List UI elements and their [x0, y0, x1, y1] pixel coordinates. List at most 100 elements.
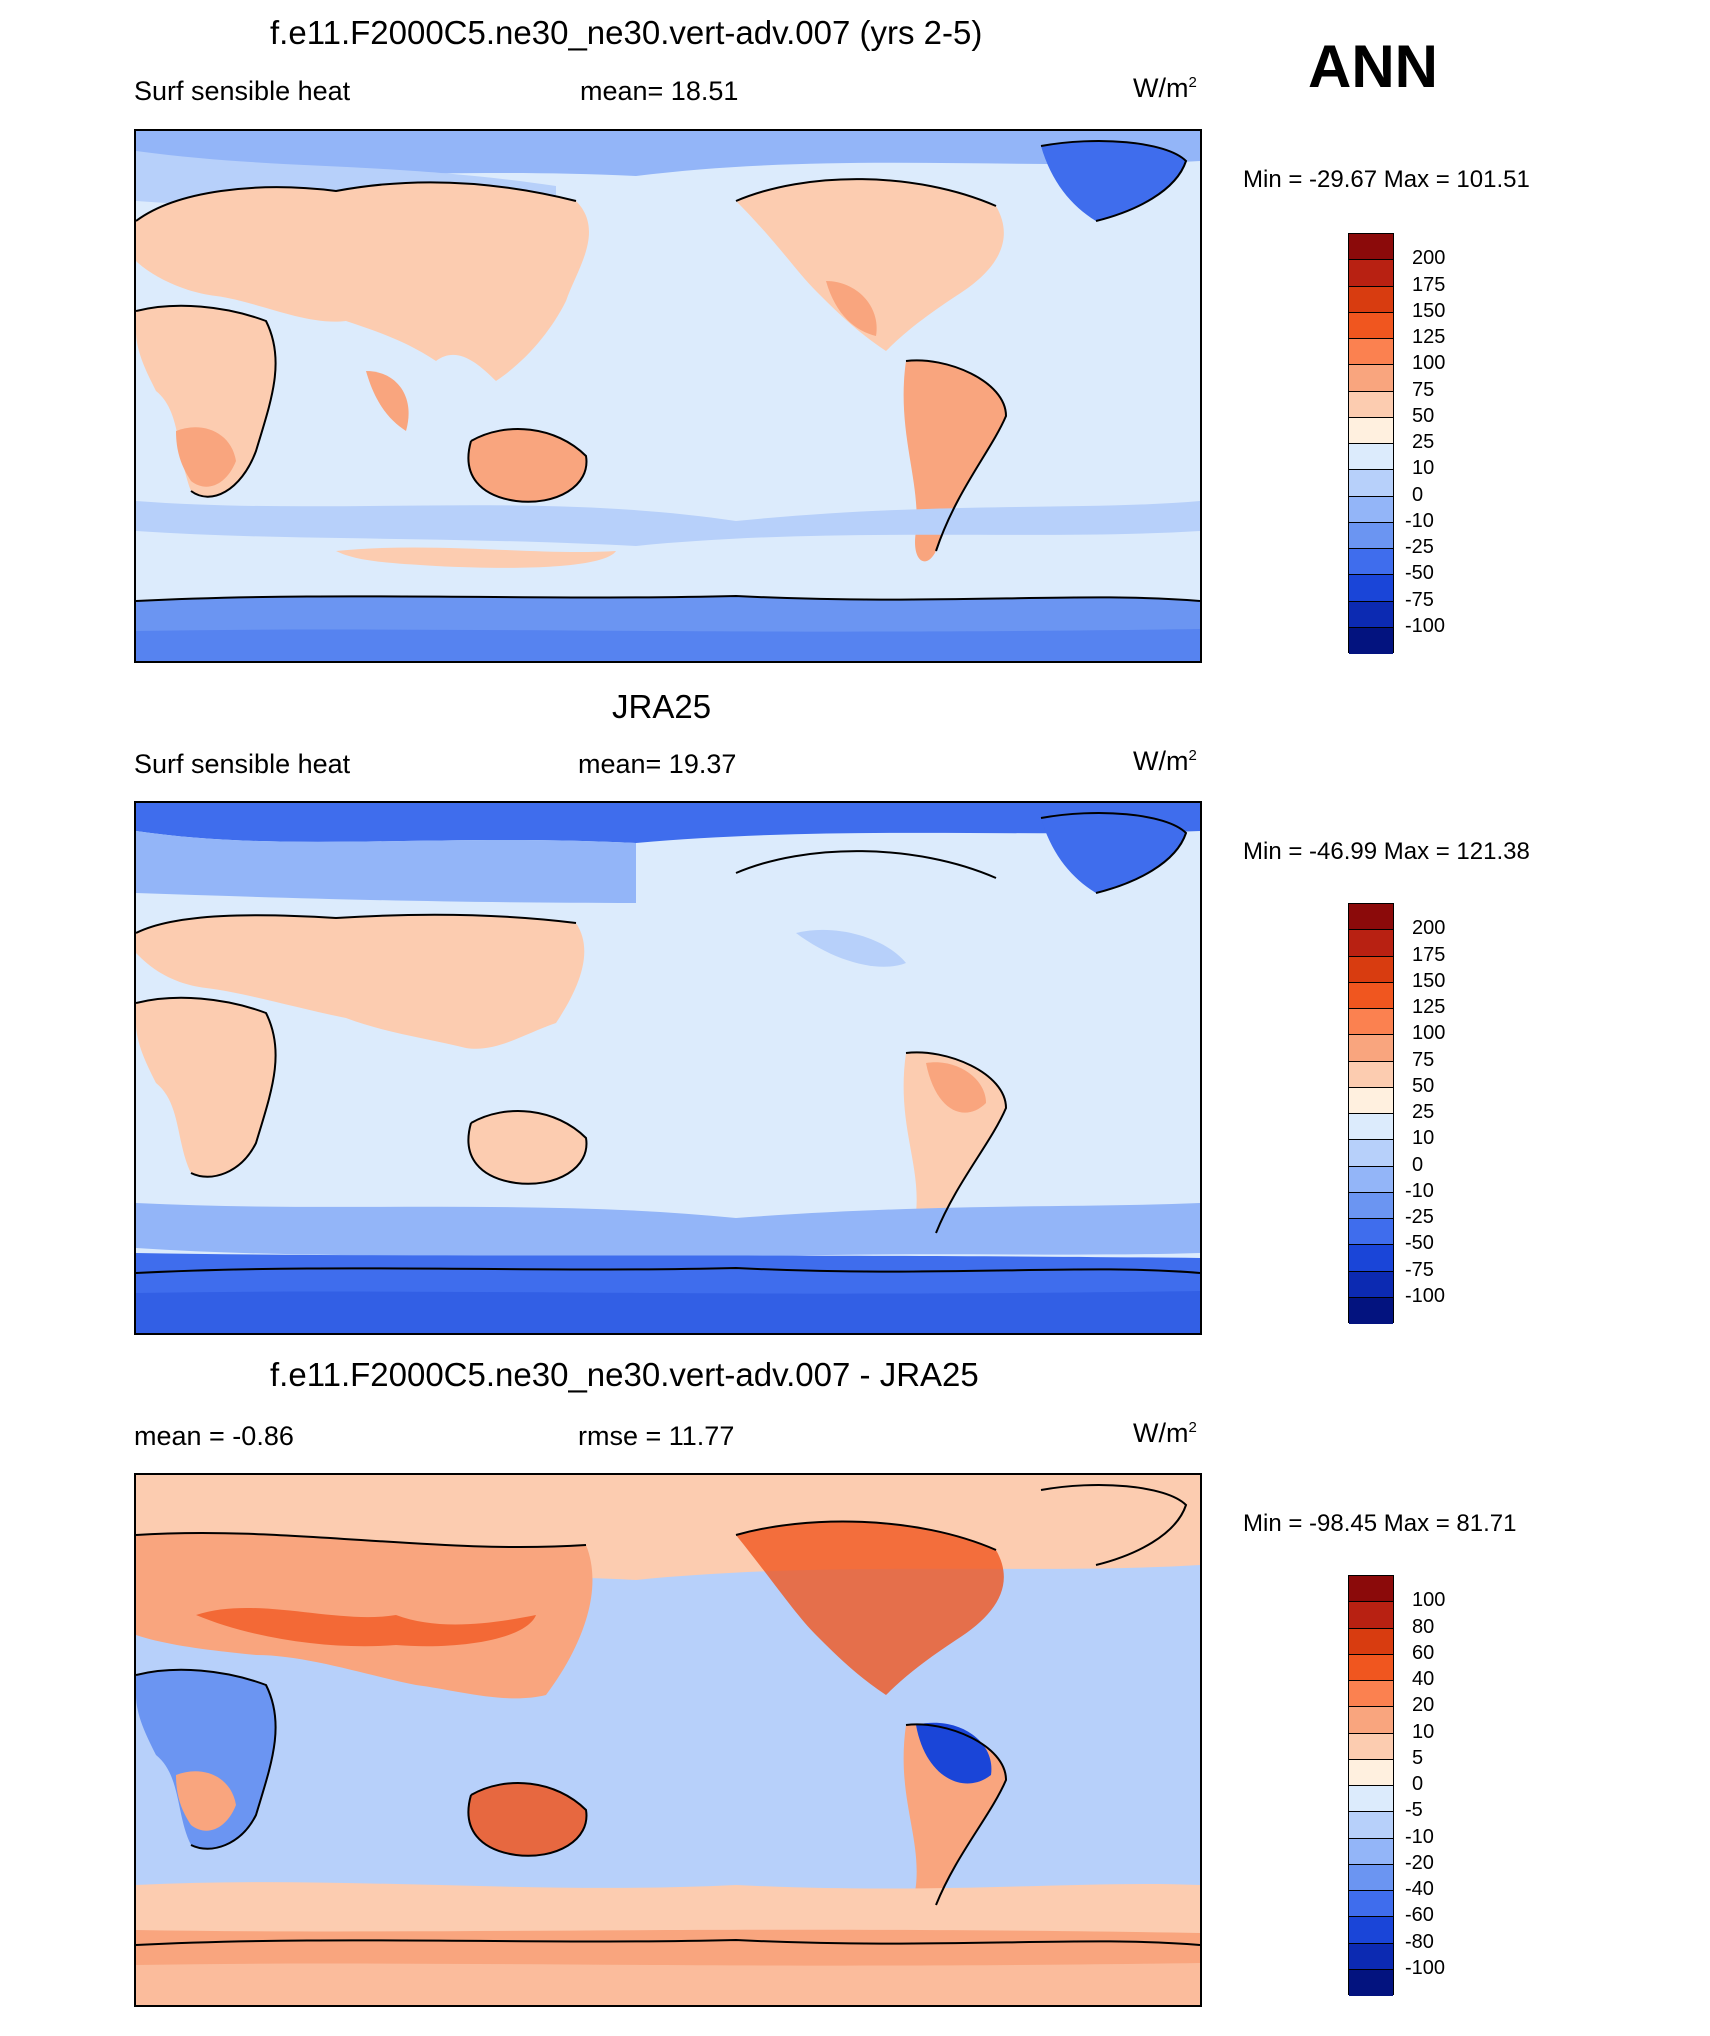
- colorbar-swatch: [1349, 575, 1393, 602]
- colorbar-swatch: [1349, 1707, 1393, 1734]
- colorbar-swatch: [1349, 312, 1393, 339]
- colorbar-label: 25: [1412, 1101, 1435, 1123]
- colorbar-swatch: [1349, 365, 1393, 392]
- colorbar-swatch: [1349, 496, 1393, 523]
- colorbar-label: 10: [1412, 457, 1435, 480]
- colorbar-swatch: [1349, 522, 1393, 549]
- colorbar-swatch: [1349, 627, 1393, 654]
- colorbar-swatch: [1349, 1271, 1393, 1298]
- colorbar-label: 0: [1412, 1153, 1424, 1176]
- colorbar-swatch: [1349, 549, 1393, 576]
- colorbar-label: 175: [1412, 273, 1446, 296]
- panel-3-map: [134, 1473, 1202, 2007]
- panel-2-title: JRA25: [612, 688, 712, 725]
- panel-1-mean: mean= 18.51: [580, 76, 739, 106]
- panel-3-title: f.e11.F2000C5.ne30_ne30.vert-adv.007 - J…: [270, 1356, 979, 1393]
- colorbar-label: 50: [1412, 404, 1435, 427]
- colorbar-swatch: [1349, 1917, 1393, 1944]
- colorbar-label: -75: [1405, 1258, 1434, 1281]
- colorbar-label: 125: [1412, 996, 1446, 1018]
- colorbar-swatch: [1349, 391, 1393, 418]
- colorbar-label: 100: [1412, 1589, 1446, 1612]
- colorbar-swatch: [1349, 601, 1393, 628]
- panel-3-minmax: Min = -98.45 Max = 81.71: [1243, 1510, 1517, 1537]
- panel-2-variable: Surf sensible heat: [134, 749, 351, 779]
- colorbar-label: 50: [1412, 1074, 1435, 1097]
- colorbar-label: 80: [1412, 1615, 1435, 1638]
- colorbar-swatch: [1349, 982, 1393, 1009]
- colorbar-swatch: [1349, 1114, 1393, 1141]
- colorbar-label: -40: [1405, 1878, 1434, 1900]
- colorbar-swatch: [1349, 1576, 1393, 1603]
- colorbar-label: -25: [1405, 536, 1434, 558]
- colorbar-label: -5: [1405, 1799, 1423, 1822]
- panel-1-units: W/m2: [1133, 73, 1197, 104]
- units-text: W/m: [1133, 746, 1189, 776]
- colorbar-label: 40: [1412, 1668, 1435, 1690]
- units-text: W/m: [1133, 1418, 1189, 1448]
- colorbar-label: 200: [1412, 917, 1446, 940]
- colorbar-label: -100: [1405, 614, 1446, 637]
- colorbar-label: -80: [1405, 1930, 1434, 1953]
- colorbar-swatch: [1349, 417, 1393, 444]
- season-label: ANN: [1308, 33, 1438, 100]
- map-3-field: [136, 1475, 1200, 2005]
- colorbar-label: 150: [1412, 969, 1446, 992]
- panel-3-rmse: rmse = 11.77: [578, 1421, 735, 1451]
- colorbar-swatch: [1349, 1602, 1393, 1629]
- colorbar-label: -100: [1405, 1956, 1446, 1979]
- colorbar-label: 20: [1412, 1694, 1435, 1717]
- colorbar-swatch: [1349, 260, 1393, 287]
- colorbar-label: 75: [1412, 1048, 1435, 1071]
- colorbar-label: -10: [1405, 509, 1434, 532]
- panel-3-colorbar: [1348, 1575, 1394, 1996]
- colorbar-swatch: [1349, 1943, 1393, 1970]
- colorbar-label: 150: [1412, 299, 1446, 322]
- panel-2-units: W/m2: [1133, 746, 1197, 777]
- units-superscript: 2: [1188, 74, 1197, 91]
- colorbar-swatch: [1349, 1035, 1393, 1062]
- colorbar-label: 125: [1412, 326, 1446, 348]
- colorbar-label: 0: [1412, 483, 1424, 506]
- colorbar-swatch: [1349, 1297, 1393, 1324]
- panel-1-variable: Surf sensible heat: [134, 76, 351, 106]
- colorbar-swatch: [1349, 286, 1393, 313]
- units-superscript: 2: [1188, 747, 1197, 764]
- panel-2-map: [134, 801, 1202, 1335]
- colorbar-label: -20: [1405, 1851, 1434, 1874]
- colorbar-swatch: [1349, 1812, 1393, 1839]
- colorbar-label: 100: [1412, 352, 1446, 375]
- colorbar-swatch: [1349, 1061, 1393, 1088]
- colorbar-label: -75: [1405, 588, 1434, 611]
- colorbar-swatch: [1349, 1009, 1393, 1036]
- colorbar-swatch: [1349, 1245, 1393, 1272]
- map-2-field: [136, 803, 1200, 1333]
- units-superscript: 2: [1188, 1419, 1197, 1436]
- colorbar-swatch: [1349, 470, 1393, 497]
- colorbar-label: 10: [1412, 1127, 1435, 1150]
- colorbar-label: -10: [1405, 1179, 1434, 1202]
- colorbar-label: 100: [1412, 1022, 1446, 1045]
- colorbar-label: 200: [1412, 247, 1446, 270]
- colorbar-swatch: [1349, 1681, 1393, 1708]
- colorbar-swatch: [1349, 1969, 1393, 1996]
- colorbar-swatch: [1349, 956, 1393, 983]
- colorbar-swatch: [1349, 1219, 1393, 1246]
- map-1-field: [136, 131, 1200, 661]
- colorbar-swatch: [1349, 1087, 1393, 1114]
- panel-3-mean: mean = -0.86: [134, 1421, 294, 1451]
- colorbar-swatch: [1349, 1654, 1393, 1681]
- colorbar-label: -50: [1405, 1232, 1434, 1255]
- colorbar-swatch: [1349, 1786, 1393, 1813]
- colorbar-swatch: [1349, 904, 1393, 931]
- colorbar-swatch: [1349, 1838, 1393, 1865]
- panel-2-minmax: Min = -46.99 Max = 121.38: [1243, 838, 1530, 865]
- colorbar-swatch: [1349, 930, 1393, 957]
- colorbar-label: 75: [1412, 378, 1435, 401]
- colorbar-label: 25: [1412, 431, 1435, 453]
- colorbar-label: -25: [1405, 1206, 1434, 1228]
- colorbar-swatch: [1349, 1864, 1393, 1891]
- colorbar-label: -50: [1405, 562, 1434, 585]
- colorbar-swatch: [1349, 1628, 1393, 1655]
- colorbar-swatch: [1349, 1140, 1393, 1167]
